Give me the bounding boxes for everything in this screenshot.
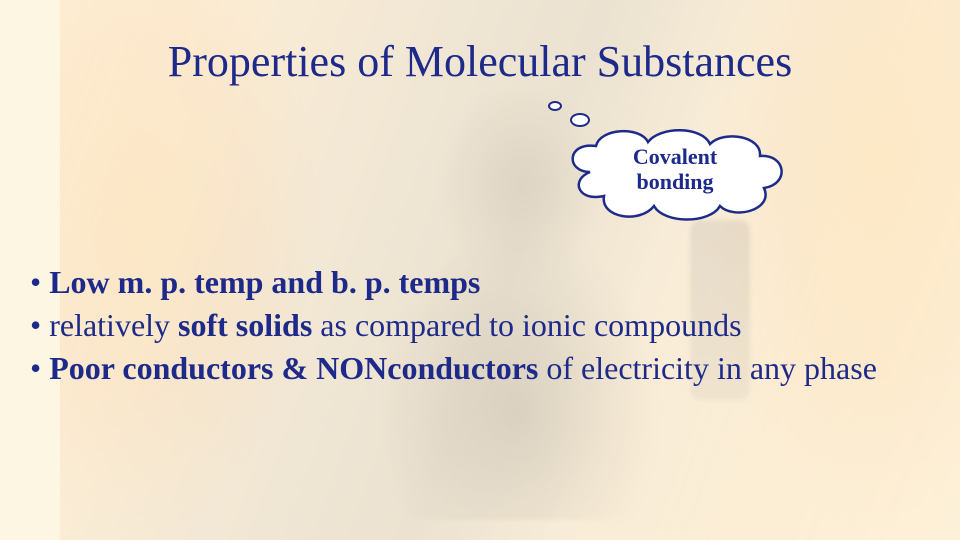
bullet-item: relatively soft solids as compared to io… xyxy=(30,305,940,346)
bullet-item: Poor conductors & NONconductors of elect… xyxy=(30,348,940,389)
bullet-item: Low m. p. temp and b. p. temps xyxy=(30,262,940,303)
bullet-text-bold: soft solids xyxy=(178,307,312,343)
bullet-text: relatively xyxy=(49,307,178,343)
bullet-text-bold: Poor conductors & NONconductors xyxy=(49,350,538,386)
thought-bubble-tail-small-icon xyxy=(548,101,562,111)
bullet-text: of electricity in any phase xyxy=(538,350,877,386)
slide-title: Properties of Molecular Substances xyxy=(0,36,960,87)
bullet-list: Low m. p. temp and b. p. temps relativel… xyxy=(30,262,940,391)
thought-bubble-callout: Covalent bonding xyxy=(556,124,794,228)
bullet-text-bold: Low m. p. temp and b. p. temps xyxy=(49,264,480,300)
slide: Properties of Molecular Substances Coval… xyxy=(0,0,960,540)
thought-bubble-line2: bonding xyxy=(636,169,713,194)
thought-bubble-text: Covalent bonding xyxy=(556,144,794,195)
thought-bubble-line1: Covalent xyxy=(633,144,717,169)
bullet-text: as compared to ionic compounds xyxy=(312,307,741,343)
